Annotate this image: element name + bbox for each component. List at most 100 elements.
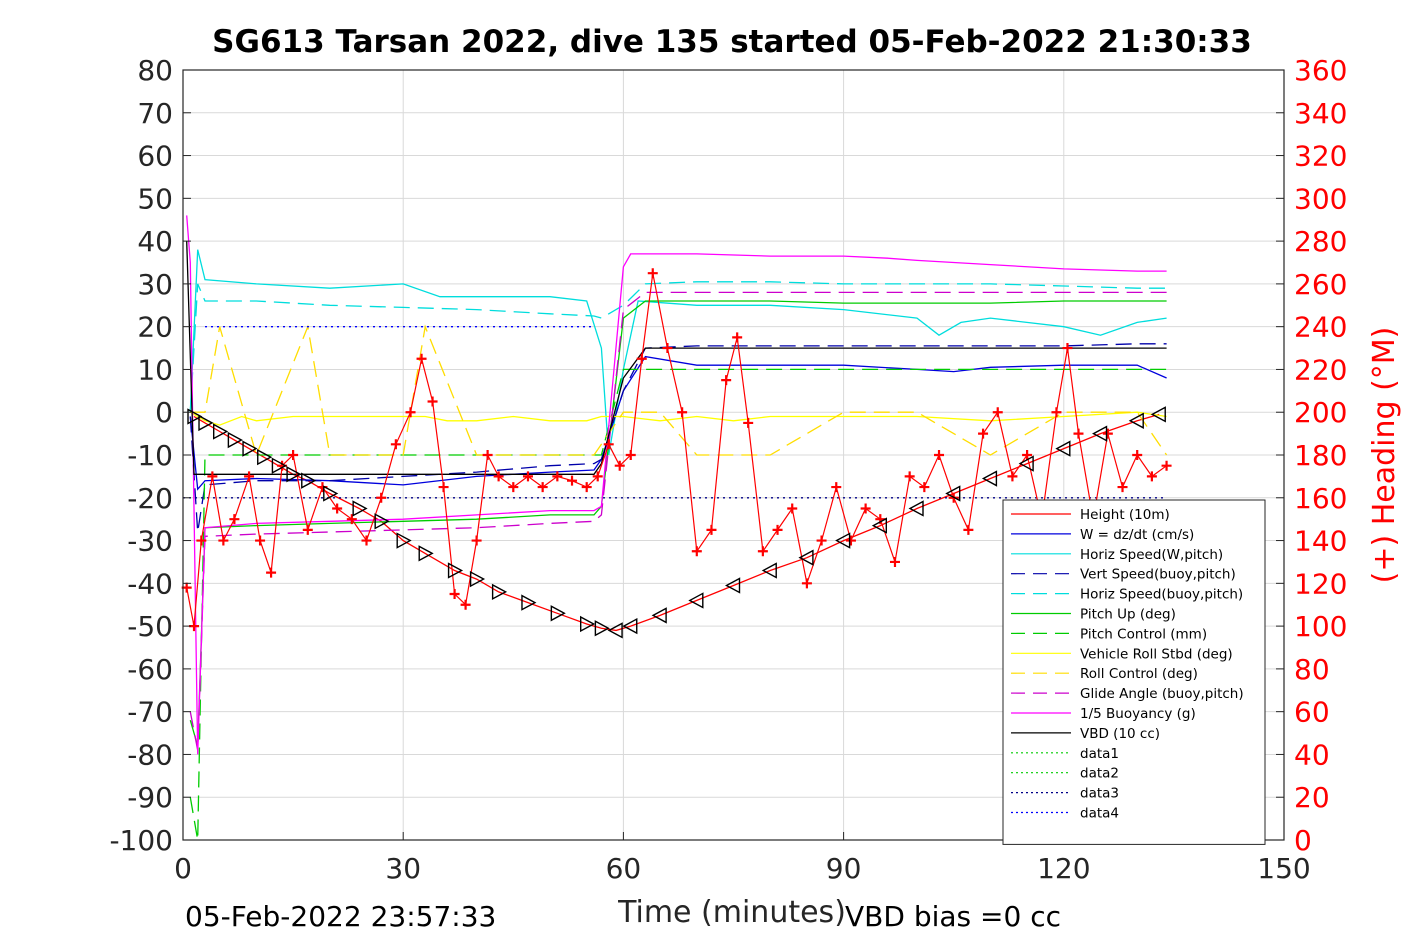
y-tick-label: 80 [137, 54, 173, 87]
heading-marker [889, 556, 900, 567]
heading-marker [636, 353, 647, 364]
heading-marker [904, 471, 915, 482]
height-markers [187, 406, 1166, 639]
y-tick-label: 60 [137, 140, 173, 173]
legend-label: Vert Speed(buoy,pitch) [1080, 567, 1236, 583]
y2-tick-label: 140 [1294, 525, 1347, 558]
heading-marker [647, 268, 658, 279]
heading-marker [482, 450, 493, 460]
heading-marker [244, 471, 255, 482]
heading-marker [405, 407, 416, 418]
heading-marker [416, 353, 427, 364]
height-marker [651, 607, 667, 624]
legend-label: Vehicle Roll Stbd (deg) [1080, 646, 1233, 662]
legend-label: data4 [1080, 806, 1119, 822]
x-tick-label: 0 [174, 852, 192, 885]
y-tick-label: -10 [127, 439, 173, 472]
heading-marker [721, 375, 732, 386]
y2-tick-label: 20 [1294, 781, 1330, 814]
height-marker [835, 532, 851, 549]
heading-marker [493, 471, 504, 482]
height-marker [550, 605, 566, 622]
legend-label: Height (10m) [1080, 507, 1170, 523]
heading-marker [757, 546, 768, 557]
height-marker [688, 592, 704, 609]
height-marker [981, 470, 998, 487]
legend-label: Pitch Control (mm) [1080, 626, 1207, 642]
legend-label: Roll Control (deg) [1080, 666, 1198, 682]
series-line-11 [186, 241, 1167, 475]
legend-label: Pitch Up (deg) [1080, 607, 1176, 623]
heading-marker [743, 417, 754, 428]
legend-label: data2 [1080, 766, 1119, 782]
legend-label: data3 [1080, 786, 1119, 802]
heading-marker [1102, 428, 1113, 439]
series-line-4 [189, 281, 1167, 413]
heading-marker [537, 482, 548, 493]
y-tick-label: 10 [137, 353, 173, 386]
y2-tick-label: 80 [1294, 653, 1330, 686]
height-marker [323, 485, 339, 502]
x-tick-label: 120 [1037, 852, 1090, 885]
series-line-0 [193, 413, 1160, 632]
heading-marker [831, 482, 842, 493]
heading-marker [255, 535, 266, 546]
heading-marker [625, 450, 636, 460]
heading-marker [427, 396, 438, 407]
height-marker [945, 485, 961, 502]
y2-tick-label: 240 [1294, 311, 1347, 344]
series-line-1 [189, 355, 1167, 491]
series-line-7 [189, 411, 1167, 426]
heading-marker [438, 482, 449, 493]
height-marker [908, 500, 924, 517]
height-marker [352, 500, 368, 517]
heading-marker [662, 343, 673, 354]
y2-tick-label: 180 [1294, 439, 1347, 472]
height-marker [257, 448, 273, 466]
heading-marker [1117, 482, 1128, 493]
heading-marker [978, 428, 989, 439]
y-tick-label: 20 [137, 311, 173, 344]
heading-marker [860, 503, 871, 514]
chart-title: SG613 Tarsan 2022, dive 135 started 05-F… [212, 24, 1252, 60]
heading-marker [963, 524, 974, 535]
heading-marker [332, 503, 343, 514]
y2-tick-label: 220 [1294, 353, 1347, 386]
height-marker [1055, 440, 1071, 457]
y2-tick-label: 260 [1294, 268, 1347, 301]
y-tick-label: 40 [137, 225, 173, 258]
heading-marker [816, 535, 827, 546]
heading-marker [346, 514, 357, 525]
legend: Height (10m) W = dz/dt (cm/s) Horiz Speed(… [1002, 499, 1266, 845]
heading-marker [361, 535, 372, 546]
legend-label: 1/5 Buoyancy (g) [1080, 706, 1196, 722]
height-marker [212, 423, 229, 440]
heading-marker [471, 535, 482, 546]
heading-marker [1073, 428, 1084, 439]
heading-marker [1007, 471, 1018, 482]
grid [183, 70, 1284, 840]
y-tick-label: 30 [137, 268, 173, 301]
heading-marker [992, 407, 1003, 418]
height-marker [396, 532, 412, 549]
heading-marker [706, 524, 717, 535]
heading-marker [266, 567, 277, 578]
heading-marker [1146, 471, 1157, 482]
y-tick-label: -100 [109, 824, 173, 857]
height-marker [607, 622, 623, 639]
heading-marker [677, 407, 688, 418]
y2-tick-label: 0 [1294, 824, 1312, 857]
height-marker [521, 594, 537, 611]
x-tick-label: 90 [826, 852, 862, 885]
y2-tick-label: 300 [1294, 182, 1347, 215]
heading-marker [801, 578, 812, 589]
left-axis-ticks: 80 70 60 50 40 30 20 10 0 -10 -20 -30 -40 -50 -60 -70 -8… [109, 54, 191, 857]
right-axis-ticks: 3603403203002802602402202001801601401201… [1276, 54, 1347, 857]
height-marker [1018, 455, 1034, 472]
legend-label: W = dz/dt (cm/s) [1080, 527, 1194, 543]
y2-tick-label: 160 [1294, 482, 1347, 515]
height-marker [187, 408, 203, 425]
legend-label: Glide Angle (buoy,pitch) [1080, 686, 1244, 702]
heading-marker [390, 439, 401, 450]
